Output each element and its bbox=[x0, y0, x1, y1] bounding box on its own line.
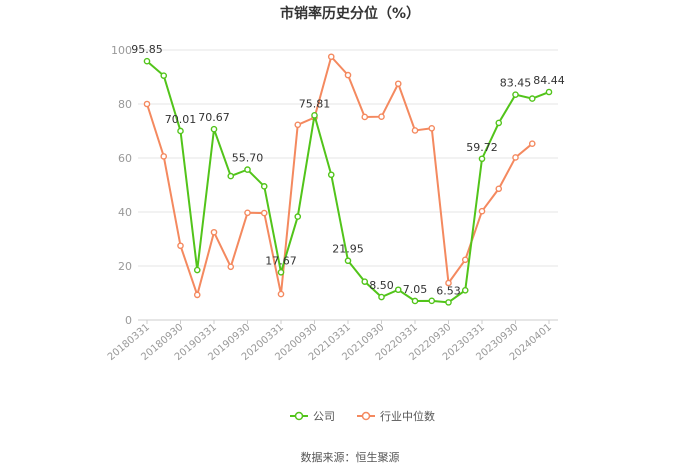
data-point bbox=[378, 293, 385, 301]
data-point bbox=[512, 154, 519, 161]
y-tick-label: 100 bbox=[111, 44, 132, 57]
data-point bbox=[277, 268, 285, 276]
data-label: 55.70 bbox=[232, 152, 264, 165]
data-point bbox=[428, 297, 436, 305]
data-point bbox=[512, 91, 519, 98]
data-point bbox=[411, 297, 419, 305]
data-point bbox=[394, 286, 402, 294]
data-point bbox=[528, 95, 536, 102]
legend-swatch-marker bbox=[294, 411, 304, 421]
data-label: 17.67 bbox=[265, 254, 297, 267]
data-point bbox=[361, 278, 369, 285]
data-point bbox=[143, 57, 151, 65]
y-axis-ticks: 0 20 40 60 80 100 bbox=[111, 44, 132, 327]
data-point bbox=[445, 279, 452, 287]
legend-item[interactable]: 行业中位数 bbox=[357, 409, 435, 423]
data-point bbox=[478, 155, 486, 163]
series-line bbox=[146, 54, 533, 299]
data-point bbox=[394, 80, 402, 88]
data-label: 70.67 bbox=[198, 111, 230, 124]
series-group bbox=[143, 53, 553, 306]
data-point bbox=[378, 113, 385, 120]
data-point bbox=[344, 71, 352, 79]
legend-label: 行业中位数 bbox=[380, 409, 435, 423]
legend-swatch-marker bbox=[361, 411, 371, 421]
data-point bbox=[193, 291, 201, 299]
data-point bbox=[210, 125, 218, 133]
data-point bbox=[461, 286, 469, 294]
data-point bbox=[461, 256, 469, 264]
data-point bbox=[177, 127, 184, 135]
data-label: 59.72 bbox=[466, 141, 498, 154]
x-axis: 2018033120180930201903312019093020200331… bbox=[106, 319, 558, 363]
data-point bbox=[478, 207, 486, 215]
y-tick-label: 0 bbox=[125, 314, 132, 327]
data-point bbox=[327, 171, 335, 179]
data-point bbox=[244, 209, 251, 217]
data-point bbox=[495, 185, 503, 193]
data-point bbox=[361, 113, 369, 121]
data-label: 6.53 bbox=[436, 284, 461, 297]
data-point bbox=[160, 72, 168, 79]
data-point bbox=[210, 228, 218, 236]
data-point bbox=[143, 100, 151, 108]
data-label: 84.44 bbox=[533, 74, 565, 87]
y-tick-label: 60 bbox=[118, 152, 132, 165]
data-label: 21.95 bbox=[332, 243, 364, 256]
legend-item[interactable]: 公司 bbox=[290, 410, 335, 423]
data-point bbox=[411, 127, 419, 134]
data-point bbox=[445, 299, 452, 306]
data-point bbox=[244, 166, 251, 173]
data-point bbox=[160, 153, 168, 160]
data-point bbox=[327, 53, 335, 61]
legend-label: 公司 bbox=[313, 410, 335, 423]
y-tick-label: 40 bbox=[118, 206, 132, 219]
data-labels: 95.85 70.01 70.67 55.70 17.67 75.81 21.95 8.50 7… bbox=[131, 43, 565, 297]
data-point bbox=[294, 213, 302, 220]
data-label: 83.45 bbox=[500, 77, 532, 90]
data-point bbox=[294, 121, 302, 129]
data-point bbox=[227, 172, 235, 180]
data-label: 75.81 bbox=[299, 97, 331, 110]
legend[interactable]: 公司 行业中位数 bbox=[290, 409, 435, 423]
data-point bbox=[260, 209, 268, 217]
data-point bbox=[227, 263, 235, 271]
data-point bbox=[177, 242, 184, 250]
y-tick-label: 20 bbox=[118, 260, 132, 273]
data-point bbox=[311, 112, 318, 119]
data-point bbox=[528, 140, 536, 147]
data-point bbox=[545, 88, 553, 96]
data-point bbox=[277, 290, 285, 298]
y-tick-label: 80 bbox=[118, 98, 132, 111]
chart-title: 市销率历史分位（%） bbox=[280, 5, 420, 22]
data-label: 7.05 bbox=[403, 283, 428, 296]
data-label: 70.01 bbox=[165, 113, 197, 126]
data-point bbox=[193, 266, 201, 274]
source-note: 数据来源：恒生聚源 bbox=[301, 450, 400, 464]
data-point bbox=[428, 125, 436, 132]
data-label: 8.50 bbox=[369, 279, 394, 292]
data-label: 95.85 bbox=[131, 43, 163, 56]
data-point bbox=[344, 257, 352, 265]
data-point bbox=[495, 119, 503, 127]
data-point bbox=[260, 183, 268, 190]
